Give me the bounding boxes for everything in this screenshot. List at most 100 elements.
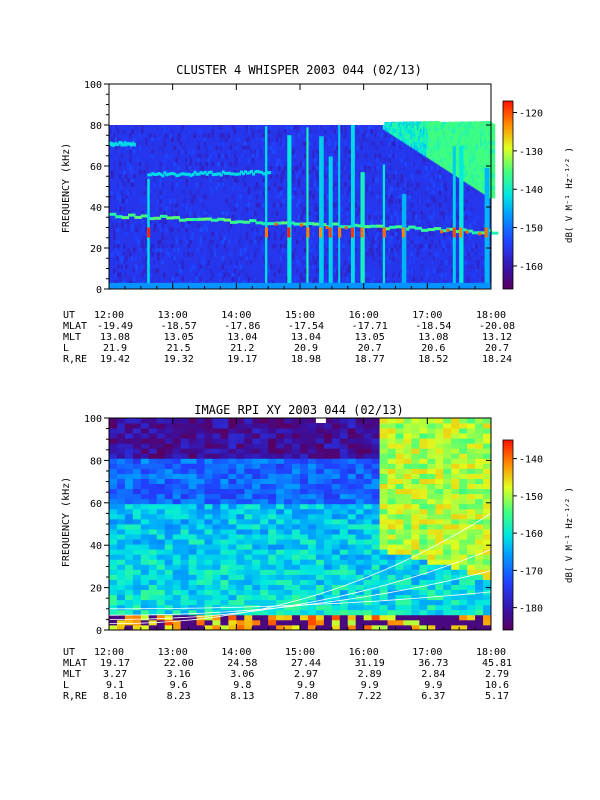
spectrogram-cell xyxy=(117,272,120,278)
spectrogram-cell xyxy=(205,153,209,159)
spectrogram-cell xyxy=(236,549,245,555)
spectrogram-cell xyxy=(151,141,154,146)
diffuse-emission-cell xyxy=(489,128,496,133)
spectrogram-cell xyxy=(172,513,182,520)
spectrogram-cell xyxy=(111,178,114,183)
emission-band-segment xyxy=(185,218,193,222)
spectrogram-cell xyxy=(116,438,126,444)
spectrogram-cell xyxy=(358,260,361,265)
spectrogram-cell xyxy=(113,243,116,249)
spectrogram-cell xyxy=(336,161,339,167)
emission-hotspot xyxy=(344,226,348,230)
spectrogram-cell xyxy=(312,256,315,261)
spectrogram-cell xyxy=(436,252,440,257)
spectrogram-cell xyxy=(205,207,209,212)
spectrogram-cell xyxy=(153,133,156,138)
spectrogram-cell xyxy=(324,125,327,130)
spectrogram-cell xyxy=(332,219,335,224)
spectrogram-cell xyxy=(448,248,452,253)
spectrogram-cell xyxy=(310,260,313,265)
spectrogram-cell xyxy=(308,174,311,179)
spectrogram-cell xyxy=(119,256,122,261)
spectrogram-cell xyxy=(220,554,229,560)
spectrogram-cell xyxy=(220,529,229,535)
spectrogram-cell xyxy=(360,166,363,171)
spectrogram-cell xyxy=(252,574,261,580)
spectrogram-cell xyxy=(332,145,335,151)
spectrogram-cell xyxy=(196,493,205,500)
spectrogram-cell xyxy=(207,243,211,249)
spectrogram-cell xyxy=(432,211,436,216)
spectrogram-cell xyxy=(334,186,337,192)
spectrogram-cell xyxy=(268,463,277,469)
spectrogram-cell xyxy=(344,190,347,196)
spectrogram-cell xyxy=(157,194,160,200)
spectrogram-cell xyxy=(292,478,301,485)
spectrogram-cell xyxy=(157,174,160,179)
spectrogram-cell xyxy=(140,569,150,575)
spectrogram-cell xyxy=(205,215,209,220)
spectrogram-cell xyxy=(334,149,337,155)
spectrogram-cell xyxy=(474,190,478,196)
emission-band-segment xyxy=(115,215,123,219)
spectrogram-cell xyxy=(161,235,164,241)
spectrogram-cell xyxy=(292,559,301,565)
spectrogram-cell xyxy=(161,264,164,269)
spectrogram-cell xyxy=(251,153,255,159)
spectrogram-cell xyxy=(116,463,126,469)
spectrogram-cell xyxy=(204,463,213,469)
spectrogram-cell xyxy=(257,202,261,208)
spectrogram-cell xyxy=(124,559,134,565)
spectrogram-cell xyxy=(207,133,211,138)
emission-band-segment xyxy=(203,170,207,174)
spectrogram-cell xyxy=(315,524,325,530)
spectrogram-cell xyxy=(164,423,174,429)
spectrogram-cell xyxy=(304,166,307,171)
vertical-burst xyxy=(338,125,341,289)
spectrogram-cell xyxy=(422,161,426,167)
spectrogram-cell xyxy=(153,243,156,249)
spectrogram-cell xyxy=(233,153,237,159)
spectrogram-cell xyxy=(260,584,269,591)
spectrogram-cell xyxy=(119,161,122,167)
emission-hotspot xyxy=(274,222,278,226)
spectrogram-cell xyxy=(111,170,114,175)
spectrogram-cell xyxy=(109,604,118,611)
spectrogram-cell xyxy=(116,488,126,495)
spectrogram-cell xyxy=(109,190,112,196)
spectrogram-cell xyxy=(300,518,309,525)
spectrogram-cell xyxy=(339,549,349,555)
spectrogram-cell xyxy=(410,161,414,167)
spectrogram-cell xyxy=(334,194,337,200)
spectrogram-cell xyxy=(259,231,263,237)
spectrogram-cell xyxy=(204,518,213,525)
spectrogram-cell xyxy=(388,260,391,265)
spectrogram-cell xyxy=(304,178,307,183)
spectrogram-cell xyxy=(239,137,243,142)
spectrogram-cell xyxy=(252,498,261,505)
spectrogram-cell xyxy=(143,223,146,228)
spectrogram-cell xyxy=(124,438,134,444)
spectrogram-cell xyxy=(116,518,126,525)
spectrogram-cell xyxy=(410,219,414,224)
spectrogram-cell xyxy=(396,145,400,151)
spectrogram-cell xyxy=(466,231,470,237)
spectrogram-cell xyxy=(223,161,227,167)
spectrogram-cell xyxy=(197,248,200,253)
spectrogram-cell xyxy=(331,473,341,479)
spectrogram-cell xyxy=(213,194,217,200)
spectrogram-cell xyxy=(347,559,357,565)
spectrogram-cell xyxy=(135,264,138,269)
spectrogram-cell xyxy=(245,256,249,261)
spectrogram-cell xyxy=(244,529,253,535)
spectrogram-cell xyxy=(307,624,317,631)
spectrogram-cell xyxy=(225,248,229,253)
spectrogram-cell xyxy=(115,227,118,233)
spectrogram-cell xyxy=(201,166,204,171)
spectrogram-cell xyxy=(163,219,166,224)
spectrogram-cell xyxy=(392,231,395,237)
spectrogram-cell xyxy=(293,276,297,282)
ephemeris-cell: 16:00 xyxy=(349,310,379,321)
spectrogram-cell xyxy=(339,609,349,616)
spectrogram-cell xyxy=(135,161,138,167)
